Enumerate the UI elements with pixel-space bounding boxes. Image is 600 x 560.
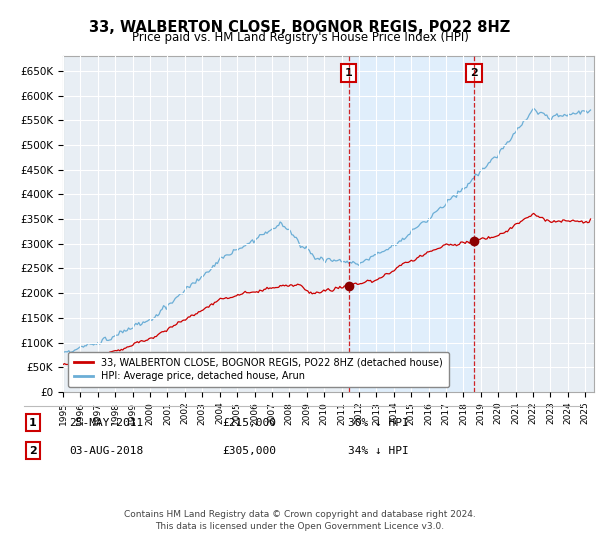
Text: 1: 1 (344, 68, 352, 78)
Text: 03-AUG-2018: 03-AUG-2018 (69, 446, 143, 456)
Legend: 33, WALBERTON CLOSE, BOGNOR REGIS, PO22 8HZ (detached house), HPI: Average price: 33, WALBERTON CLOSE, BOGNOR REGIS, PO22 … (68, 352, 449, 387)
Text: Price paid vs. HM Land Registry's House Price Index (HPI): Price paid vs. HM Land Registry's House … (131, 31, 469, 44)
Text: Contains HM Land Registry data © Crown copyright and database right 2024.
This d: Contains HM Land Registry data © Crown c… (124, 510, 476, 531)
Bar (349, 56, 474, 392)
Text: 2: 2 (470, 68, 478, 78)
Text: £305,000: £305,000 (222, 446, 276, 456)
Text: 25-MAY-2011: 25-MAY-2011 (69, 418, 143, 428)
Text: 30% ↓ HPI: 30% ↓ HPI (348, 418, 409, 428)
Text: 1: 1 (29, 418, 37, 428)
Text: 34% ↓ HPI: 34% ↓ HPI (348, 446, 409, 456)
Text: 33, WALBERTON CLOSE, BOGNOR REGIS, PO22 8HZ: 33, WALBERTON CLOSE, BOGNOR REGIS, PO22 … (89, 20, 511, 35)
Text: 2: 2 (29, 446, 37, 456)
Text: £215,000: £215,000 (222, 418, 276, 428)
